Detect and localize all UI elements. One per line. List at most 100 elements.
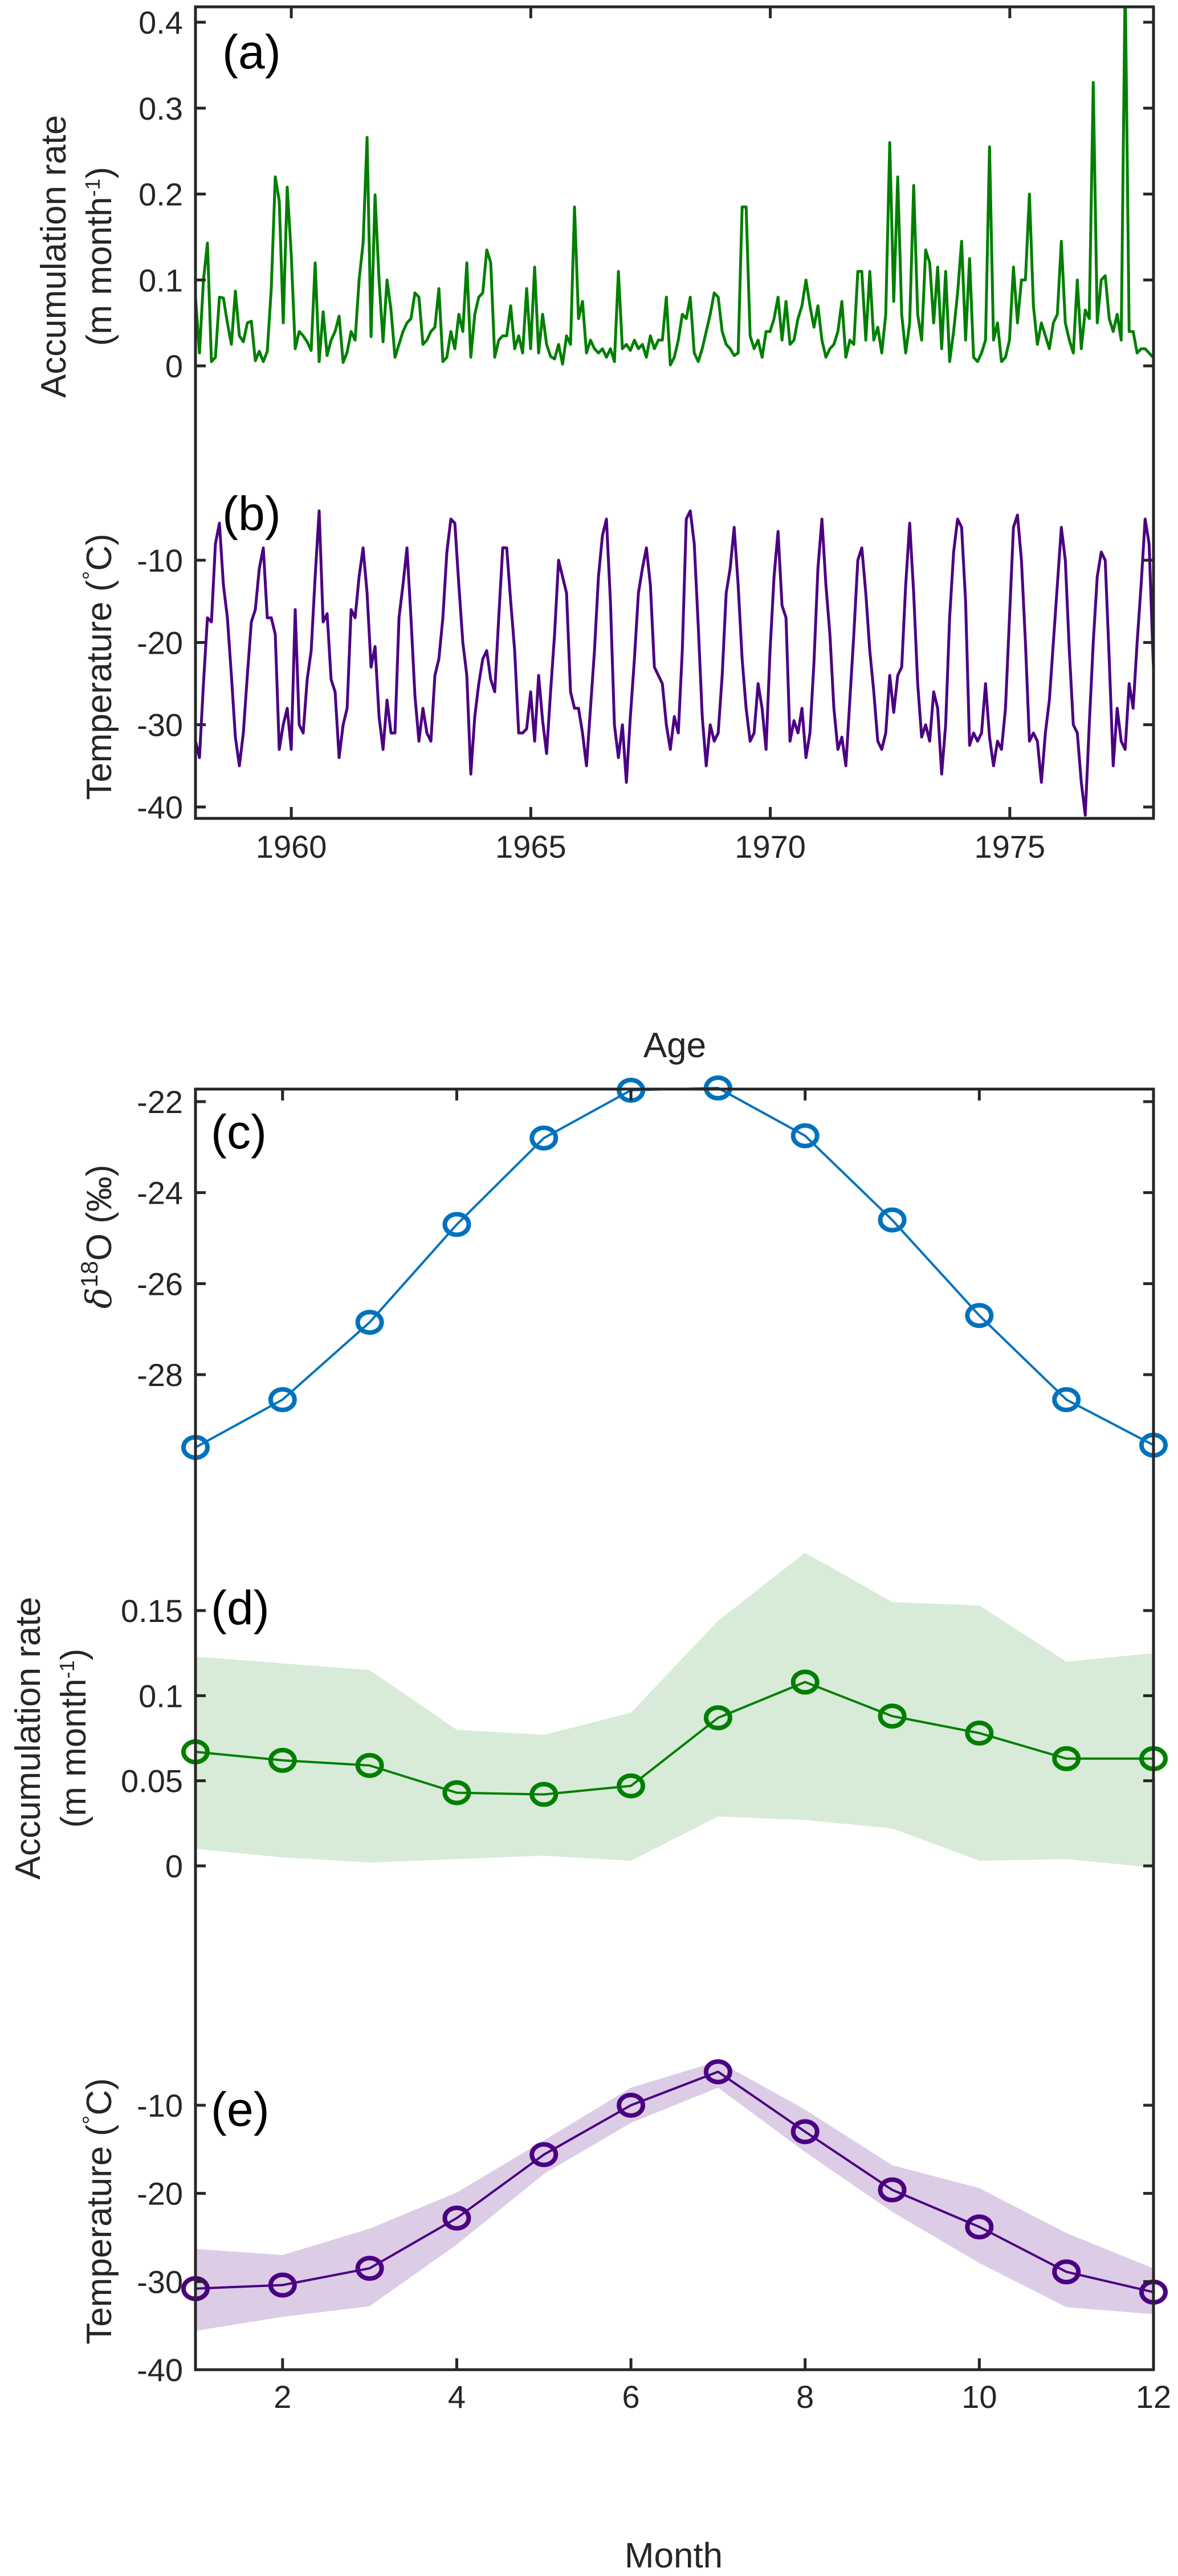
ytick-label: 0 [165, 348, 183, 384]
panel-b-ylabel-text: Temperature ( [80, 580, 119, 800]
panel-c-label: (c) [211, 1105, 267, 1159]
panel-c-ylabel-main: O (‰) [80, 1165, 119, 1261]
panel-a-accumulation-timeseries: 0 0.1 0.2 0.3 0.4 Accumulation rate (m month… [34, 5, 1153, 398]
axes-frame-top [194, 5, 1155, 820]
marker-d [703, 1705, 732, 1731]
marker-d [790, 1669, 820, 1695]
band-d [195, 1552, 1153, 1868]
panel-a-label: (a) [222, 25, 281, 79]
xtick-label: 1975 [975, 829, 1046, 865]
ytick-label: 0.1 [138, 262, 183, 298]
ytick-label: -30 [137, 707, 183, 743]
band-e [195, 2061, 1153, 2331]
panel-a-ylabel-units-text: (m month [80, 197, 119, 346]
panel-e-label: (e) [211, 2082, 270, 2136]
ytick-label: -20 [137, 625, 183, 661]
marker-c [878, 1207, 907, 1233]
panel-a-ylabel: Accumulation rate [34, 115, 74, 398]
marker-e [529, 2142, 559, 2167]
xtick-label: 2 [274, 2379, 291, 2415]
panel-d-ylabel-units: (m month-1) [54, 1649, 93, 1828]
xtick-label: 8 [796, 2379, 814, 2415]
marker-e [790, 2119, 820, 2145]
ytick-label: 0.2 [138, 177, 183, 213]
xtick-label: 1970 [735, 829, 806, 865]
marker-d [529, 1782, 559, 1807]
marker-e [617, 2093, 646, 2118]
panel-e-xlabel: Month [625, 2536, 723, 2575]
panel-c-d18o-monthly: -28 -26 -24 -22 δ18O (‰) (c) [76, 1075, 1168, 1460]
ytick-label: -40 [137, 2352, 183, 2388]
ytick-label: -40 [137, 789, 183, 825]
marker-e [965, 2214, 994, 2240]
marker-e [703, 2059, 732, 2085]
panel-a-ylabel-units: (m month-1) [80, 167, 119, 347]
marker-e [442, 2205, 471, 2231]
panel-e-temperature-monthly: -40 -30 -20 -10 Temperature (°C) Month (e) [79, 2059, 1168, 2575]
ytick-label: 0 [165, 1848, 183, 1884]
marker-d [965, 1721, 994, 1746]
panel-b-xlabel: Age [643, 1026, 706, 1065]
ytick-label: 0.1 [138, 1678, 183, 1714]
marker-c [442, 1212, 471, 1237]
panel-d-ylabel-units-sup: -1 [55, 1660, 79, 1678]
ytick-label: -10 [137, 543, 183, 578]
ytick-label: 0.05 [121, 1763, 183, 1799]
panel-d-label: (d) [211, 1581, 270, 1635]
panel-b-temperature-timeseries: -40 -30 -20 -10 Temperature (°C) Age (b) [79, 487, 1153, 1065]
panel-c-ylabel-delta: δ [78, 1287, 120, 1309]
series-line-d [195, 1681, 1153, 1796]
panel-b-ylabel: Temperature (°C) [79, 533, 119, 800]
marker-c [529, 1125, 559, 1151]
panel-e-ylabel-text: Temperature ( [80, 2124, 119, 2344]
ytick-label: -20 [137, 2176, 183, 2212]
marker-d [442, 1780, 471, 1805]
ytick-label: 0.15 [121, 1593, 183, 1629]
xtick-label: 1965 [495, 829, 566, 865]
panel-b-ylabel-deg: ° [79, 571, 104, 580]
marker-d [617, 1773, 646, 1799]
xtick-label: 1960 [256, 829, 327, 865]
ytick-label: -30 [137, 2264, 183, 2300]
panel-e-ylabel-deg: ° [79, 2116, 104, 2125]
series-line-b [195, 509, 1153, 817]
marker-e [1052, 2259, 1081, 2285]
marker-d [355, 1752, 384, 1778]
panel-c-ylabel: δ18O (‰) [76, 1165, 120, 1309]
marker-c [965, 1303, 994, 1328]
series-line-a [195, 7, 1153, 366]
xtick-label: 4 [448, 2379, 466, 2415]
marker-c [1052, 1387, 1081, 1412]
marker-c [790, 1123, 820, 1148]
xtick-label: 12 [1136, 2379, 1171, 2415]
marker-c [355, 1310, 384, 1335]
ytick-label: -26 [137, 1266, 183, 1302]
ytick-label: -22 [137, 1084, 183, 1120]
axes-frame-bottom [194, 1087, 1155, 2371]
ytick-label: -28 [137, 1357, 183, 1393]
series-line-c [195, 1086, 1154, 1449]
panel-c-ylabel-sup: 18 [76, 1261, 103, 1287]
marker-c [268, 1387, 297, 1412]
marker-e [878, 2177, 907, 2203]
panel-d-ylabel: Accumulation rate [9, 1597, 48, 1880]
xtick-label: 6 [622, 2379, 640, 2415]
ytick-label: 0.4 [138, 5, 183, 40]
panel-e-ylabel-unit: C) [80, 2078, 119, 2115]
marker-d [268, 1747, 297, 1773]
marker-d [878, 1703, 907, 1729]
marker-e [268, 2272, 297, 2298]
panel-a-ylabel-units-close: ) [80, 167, 119, 179]
panel-b-ylabel-unit: C) [80, 533, 119, 570]
ytick-label: -10 [137, 2088, 183, 2123]
ytick-label: -24 [137, 1175, 183, 1211]
panel-d-ylabel-units-text: (m month [54, 1678, 93, 1828]
panel-d-ylabel-units-close: ) [54, 1649, 93, 1661]
panel-d-accumulation-monthly: 0 0.05 0.1 0.15 Accumulation rate (m month-… [9, 1552, 1168, 1884]
marker-e [355, 2256, 384, 2281]
marker-d [1052, 1746, 1081, 1771]
ytick-label: 0.3 [138, 91, 183, 127]
panel-a-ylabel-units-sup: -1 [81, 178, 104, 197]
panel-e-ylabel: Temperature (°C) [79, 2078, 119, 2344]
